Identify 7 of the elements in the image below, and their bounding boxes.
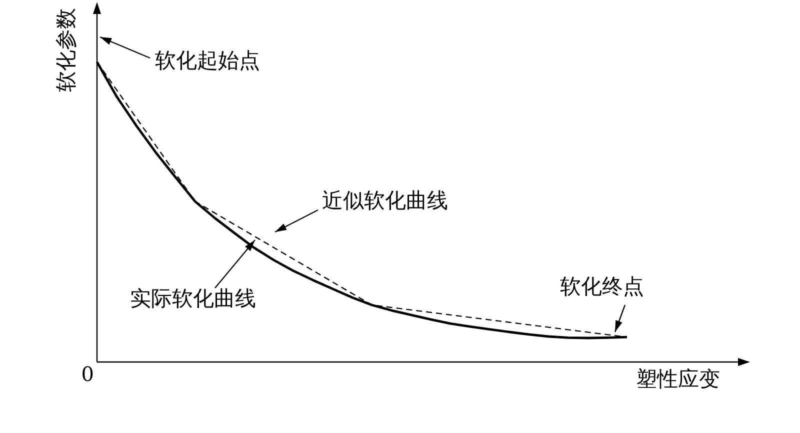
annotation: 软化起始点 <box>155 48 260 72</box>
annotation: 近似软化曲线 <box>322 188 448 212</box>
annotation: 软化终点 <box>560 274 644 298</box>
text: 0 <box>81 362 94 386</box>
x-axis-title: 塑性应变 <box>636 366 720 391</box>
annotation: 实际软化曲线 <box>130 286 256 310</box>
y-axis-title: 软化参数 <box>54 8 78 92</box>
